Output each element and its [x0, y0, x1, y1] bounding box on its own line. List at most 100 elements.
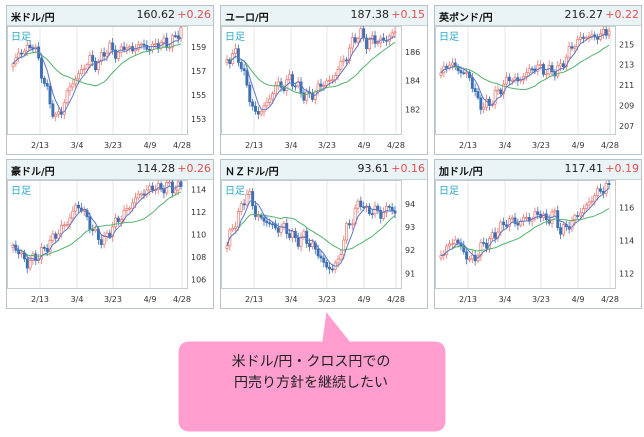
candle-body: [268, 222, 272, 225]
chart-panel[interactable]: 英ポンド/円 216.27 +0.22 日足 2/13 3/4 3/23 4/9 4/28 207…: [434, 5, 642, 155]
candle-body: [159, 183, 163, 190]
candle-body: [362, 28, 366, 39]
candle-body: [254, 205, 257, 217]
candle-body: [479, 97, 483, 110]
chart-panel[interactable]: ユーロ/円 187.38 +0.15 日足 2/13 3/4 3/23 4/9 4/28 182 1…: [220, 5, 428, 155]
candle-body: [561, 224, 565, 235]
candle-body: [584, 37, 588, 39]
plot-frame: [221, 26, 402, 135]
x-tick-label: 3/4: [71, 141, 84, 150]
candle-body: [148, 185, 152, 191]
candle-body: [499, 89, 503, 95]
candle-body: [593, 195, 597, 202]
candle-body: [17, 250, 21, 255]
pair-price: 160.62: [136, 8, 176, 21]
candle-body: [559, 227, 563, 235]
candle-body: [465, 251, 469, 260]
chart-panel[interactable]: 加ドル/円 117.41 +0.19 日足 2/13 3/4 3/23 4/9 4/28 112 1…: [434, 159, 642, 309]
x-tick-label: 4/9: [572, 295, 585, 304]
candle-body: [114, 49, 117, 59]
candle-body: [342, 239, 346, 255]
candle-body: [276, 227, 280, 233]
candle-body: [305, 230, 309, 244]
candle-body: [51, 233, 55, 241]
candle-body: [579, 36, 582, 40]
candle-body: [231, 228, 235, 231]
candle-body: [40, 57, 43, 79]
y-tick-label: 215: [619, 40, 634, 49]
pair-change: +0.19: [605, 162, 639, 175]
candle-body: [496, 89, 500, 92]
candle-body: [94, 60, 98, 71]
candle-body: [139, 193, 143, 196]
candle-body: [245, 193, 249, 206]
candle-body: [254, 105, 257, 112]
candle-body: [482, 106, 486, 110]
candle-body: [248, 84, 252, 103]
candle-body: [54, 113, 58, 117]
candle-body: [393, 210, 397, 214]
candle-body: [516, 223, 520, 226]
candle-body: [173, 35, 177, 38]
candle-body: [51, 103, 55, 117]
x-tick-label: 2/13: [245, 141, 263, 150]
candle-body: [271, 223, 275, 226]
candle-body: [365, 37, 368, 49]
x-tick-label: 2/13: [31, 141, 49, 150]
plot-frame: [7, 180, 188, 289]
pair-price: 93.61: [357, 162, 390, 175]
ma-fast-line: [12, 185, 182, 261]
candle-body: [502, 83, 506, 95]
candle-body: [553, 210, 557, 213]
candle-body: [99, 239, 103, 245]
candle-body: [353, 37, 357, 43]
candle-body: [153, 43, 157, 45]
candle-body: [259, 215, 263, 219]
candle-body: [330, 268, 334, 271]
panel-header: ユーロ/円 187.38 +0.15: [221, 6, 427, 26]
candle-body: [74, 78, 78, 85]
candle-body: [245, 70, 249, 86]
candle-body: [524, 72, 528, 77]
candle-body: [28, 44, 32, 49]
candle-body: [25, 258, 29, 269]
candle-body: [604, 183, 608, 194]
y-tick-label: 93: [405, 223, 415, 232]
candlestick-chart: 2/13 3/4 3/23 4/9 4/28 106 108 110 112 114: [7, 180, 206, 304]
candle-body: [573, 46, 577, 49]
candle-body: [45, 83, 49, 87]
chart-panel[interactable]: ＮＺドル/円 93.61 +0.16 日足 2/13 3/4 3/23 4/9 4/28 91 92…: [220, 159, 428, 309]
candle-body: [345, 223, 349, 241]
candle-body: [507, 76, 511, 82]
candle-body: [336, 69, 340, 76]
panel-header: 加ドル/円 117.41 +0.19: [435, 160, 641, 180]
timeframe-label: 日足: [225, 32, 245, 43]
candle-body: [251, 191, 255, 207]
ma-slow-line: [226, 213, 396, 251]
chart-panel[interactable]: 豪ドル/円 114.28 +0.26 日足 2/13 3/4 3/23 4/9 4/28 106 1…: [6, 159, 214, 309]
candlestick-chart: 2/13 3/4 3/23 4/9 4/28 112 114 116: [435, 180, 634, 304]
candle-body: [251, 101, 255, 107]
candle-body: [607, 30, 611, 36]
candle-body: [328, 266, 331, 270]
candle-body: [291, 230, 294, 238]
candle-body: [485, 242, 489, 249]
candle-body: [168, 181, 172, 184]
candle-body: [20, 52, 23, 55]
candle-body: [57, 233, 61, 239]
x-tick-label: 3/23: [318, 141, 336, 150]
candle-body: [482, 242, 486, 244]
panel-header: 米ドル/円 160.62 +0.26: [7, 6, 213, 26]
candle-body: [579, 212, 582, 217]
panel-header: ＮＺドル/円 93.61 +0.16: [221, 160, 427, 180]
candle-body: [530, 68, 534, 71]
candle-body: [561, 63, 565, 68]
callout-line-1: 米ドル/円・クロス円での: [231, 354, 391, 370]
candle-body: [42, 247, 46, 249]
candle-body: [490, 232, 494, 239]
chart-panel[interactable]: 米ドル/円 160.62 +0.26 日足 2/13 3/4 3/23 4/9 4/28 153 1…: [6, 5, 214, 155]
candle-body: [376, 42, 380, 45]
candle-body: [342, 59, 346, 62]
candle-body: [470, 254, 474, 260]
candle-body: [239, 62, 243, 69]
